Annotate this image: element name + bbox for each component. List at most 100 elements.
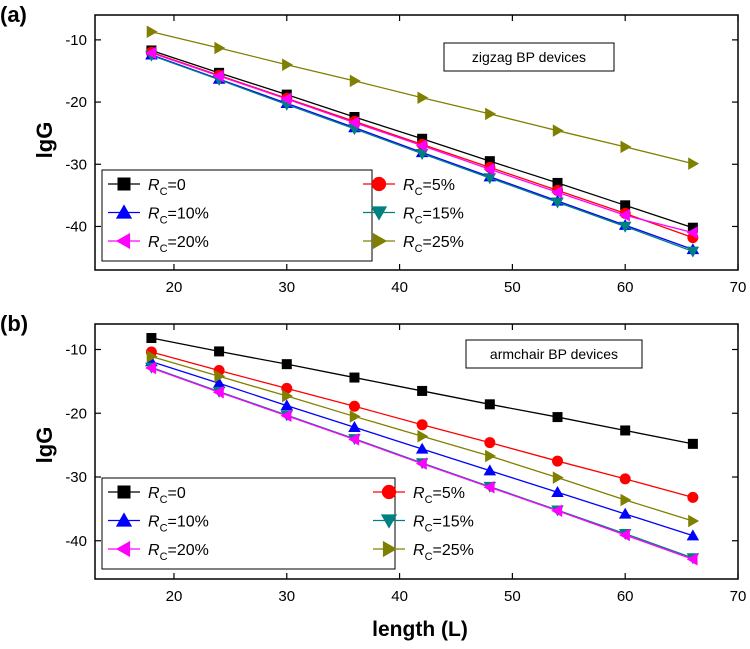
- data-point: [552, 124, 564, 137]
- x-tick-label: 50: [504, 588, 521, 605]
- legend-label: RC=10%: [148, 514, 209, 535]
- data-point: [145, 361, 157, 375]
- data-point: [484, 156, 495, 167]
- legend: RC=0 RC=5% RC=10% RC=15% RC=20% RC=25%: [101, 477, 474, 570]
- panel-a: (a) 20 30 40 50 60 70 -10 -20 -30 -40 zigzag BP d…: [0, 2, 746, 296]
- data-point: [620, 140, 632, 154]
- series: [146, 25, 700, 170]
- data-point: [415, 442, 429, 454]
- y-tick-label: -10: [65, 32, 87, 49]
- legend-marker: [115, 540, 131, 558]
- data-point: [348, 116, 360, 129]
- plot-frame: [94, 323, 739, 580]
- data-point: [145, 46, 157, 60]
- data-point: [551, 186, 563, 199]
- y-tick-label: -30: [65, 469, 87, 486]
- x-tick-label: 30: [278, 279, 295, 296]
- x-tick-label: 40: [391, 588, 408, 605]
- data-point: [483, 173, 497, 185]
- data-point: [417, 133, 428, 144]
- y-tick-label: -20: [65, 405, 87, 422]
- series-layer: [145, 333, 700, 566]
- data-point: [688, 157, 700, 170]
- axis-ticks: [95, 324, 739, 579]
- data-point: [214, 41, 226, 55]
- series: [145, 361, 698, 566]
- legend-marker: [115, 232, 131, 250]
- legend-marker: [371, 176, 387, 192]
- data-point: [686, 552, 698, 566]
- data-point: [618, 528, 630, 542]
- data-point: [618, 209, 630, 222]
- data-point: [484, 437, 496, 449]
- data-point: [551, 197, 564, 209]
- legend-marker: [370, 206, 388, 221]
- data-point: [618, 221, 632, 233]
- series: [145, 346, 699, 503]
- x-tick-label: 50: [504, 279, 521, 296]
- data-point: [415, 457, 427, 470]
- data-point: [214, 370, 226, 383]
- data-point: [348, 433, 360, 446]
- data-point: [417, 429, 429, 443]
- legend-marker: [372, 232, 388, 250]
- data-point: [416, 419, 428, 431]
- data-point: [280, 92, 292, 106]
- legend-marker: [117, 485, 131, 499]
- data-point: [146, 25, 158, 39]
- data-point: [146, 350, 158, 363]
- data-point: [483, 480, 495, 494]
- legend-label: RC=25%: [413, 542, 474, 563]
- series: [146, 350, 700, 528]
- data-point: [281, 359, 292, 370]
- y-tick-label: -40: [65, 533, 87, 550]
- data-point: [687, 222, 698, 233]
- axis-ticks: [95, 15, 739, 270]
- data-point: [687, 438, 698, 449]
- legend-label: RC=0: [148, 485, 186, 506]
- data-point: [415, 149, 429, 160]
- x-tick-label: 20: [166, 279, 183, 296]
- data-point: [212, 385, 224, 399]
- legend-label: RC=5%: [403, 177, 455, 198]
- y-tick-label: -30: [65, 156, 87, 173]
- x-axis-title: length (L): [372, 618, 468, 641]
- legend-label: RC=15%: [403, 206, 464, 227]
- tick-labels: 20 30 40 50 60 70 -10 -20 -30 -40: [65, 32, 746, 296]
- series: [145, 50, 700, 258]
- data-point: [551, 486, 564, 497]
- x-tick-label: 70: [730, 279, 747, 296]
- legend-marker: [115, 512, 133, 527]
- legend-marker: [380, 514, 398, 529]
- data-point: [620, 493, 632, 507]
- data-point: [620, 425, 631, 436]
- plot-frame: [94, 14, 739, 271]
- legend-marker: [117, 177, 131, 191]
- x-tick-label: 60: [617, 588, 634, 605]
- data-point: [485, 107, 497, 121]
- data-point: [687, 491, 699, 503]
- x-tick-label: 40: [391, 279, 408, 296]
- data-point: [686, 226, 698, 239]
- legend-marker: [115, 204, 133, 219]
- annotation-box: zigzag BP devices: [443, 42, 615, 72]
- panel-b: (b) 20 30 40 50 60 70 -10 -20 -30 -40 armchair BP…: [0, 311, 746, 641]
- legend-label: RC=20%: [148, 234, 209, 255]
- series-layer: [145, 25, 700, 258]
- data-point: [483, 162, 495, 176]
- series: [145, 46, 698, 239]
- series: [146, 333, 698, 449]
- data-point: [415, 139, 427, 152]
- data-point: [348, 400, 360, 412]
- data-point: [552, 455, 564, 467]
- data-point: [349, 74, 361, 88]
- data-point: [349, 372, 360, 383]
- x-tick-label: 60: [617, 279, 634, 296]
- legend-label: RC=15%: [413, 514, 474, 535]
- tick-labels: 20 30 40 50 60 70 -10 -20 -30 -40: [65, 342, 746, 606]
- data-point: [212, 69, 224, 83]
- data-point: [417, 385, 428, 396]
- svg-text:lgG: lgG: [32, 427, 57, 464]
- legend-label: RC=25%: [403, 234, 464, 255]
- annotation-text: zigzag BP devices: [472, 49, 586, 65]
